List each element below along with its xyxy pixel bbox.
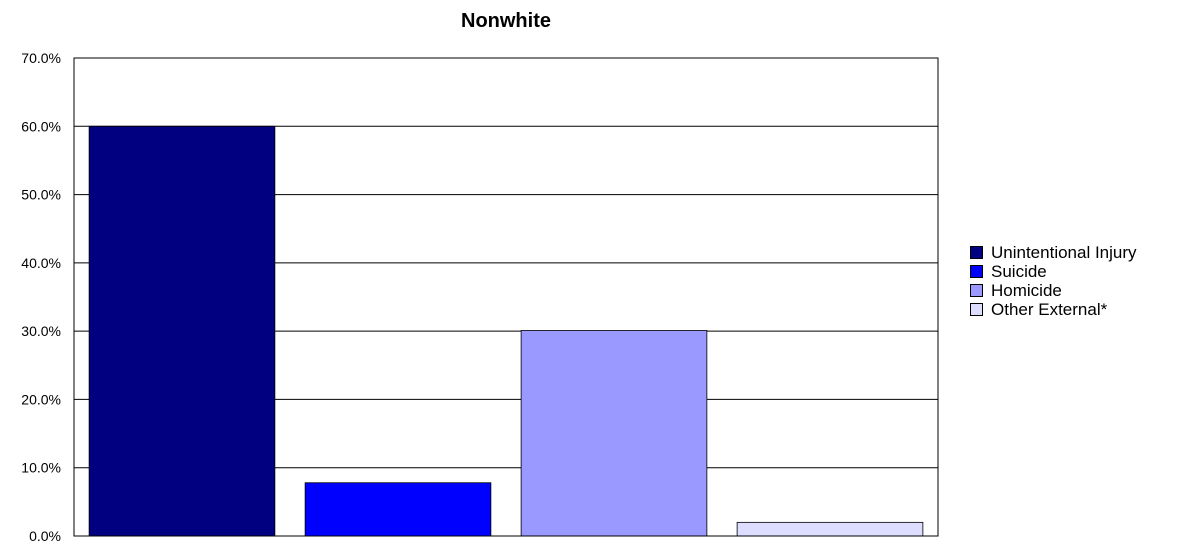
bar-unintentional-injury: [88, 125, 276, 537]
legend-label: Homicide: [991, 280, 1062, 300]
chart-title: Nonwhite: [461, 10, 551, 32]
y-tick-label: 20.0%: [21, 391, 61, 407]
bar-suicide: [304, 482, 492, 537]
legend-swatch: [970, 265, 983, 278]
legend-item: Unintentional Injury: [970, 243, 1137, 262]
legend-item: Homicide: [970, 281, 1137, 300]
y-tick-label: 30.0%: [21, 323, 61, 339]
bar-other-external: [736, 521, 924, 537]
legend-label: Unintentional Injury: [991, 242, 1137, 262]
y-tick-label: 70.0%: [21, 50, 61, 66]
y-tick-label: 50.0%: [21, 187, 61, 203]
legend-item: Suicide: [970, 262, 1137, 281]
legend-swatch: [970, 246, 983, 259]
legend-label: Suicide: [991, 261, 1047, 281]
legend: Unintentional Injury Suicide Homicide Other…: [970, 243, 1137, 319]
plot-area-border: [73, 57, 939, 537]
legend-label: Other External*: [991, 299, 1108, 319]
y-axis-ticks: 0.0% 10.0% 20.0% 30.0% 40.0% 50.0% 60.0% 70.0%: [21, 50, 61, 544]
legend-item: Other External*: [970, 300, 1137, 319]
legend-swatch: [970, 303, 983, 316]
bars: [88, 125, 924, 537]
y-tick-label: 10.0%: [21, 460, 61, 476]
y-tick-label: 40.0%: [21, 255, 61, 271]
y-tick-label: 0.0%: [29, 528, 61, 544]
bar-homicide: [520, 330, 708, 537]
y-tick-label: 60.0%: [21, 118, 61, 134]
legend-swatch: [970, 284, 983, 297]
